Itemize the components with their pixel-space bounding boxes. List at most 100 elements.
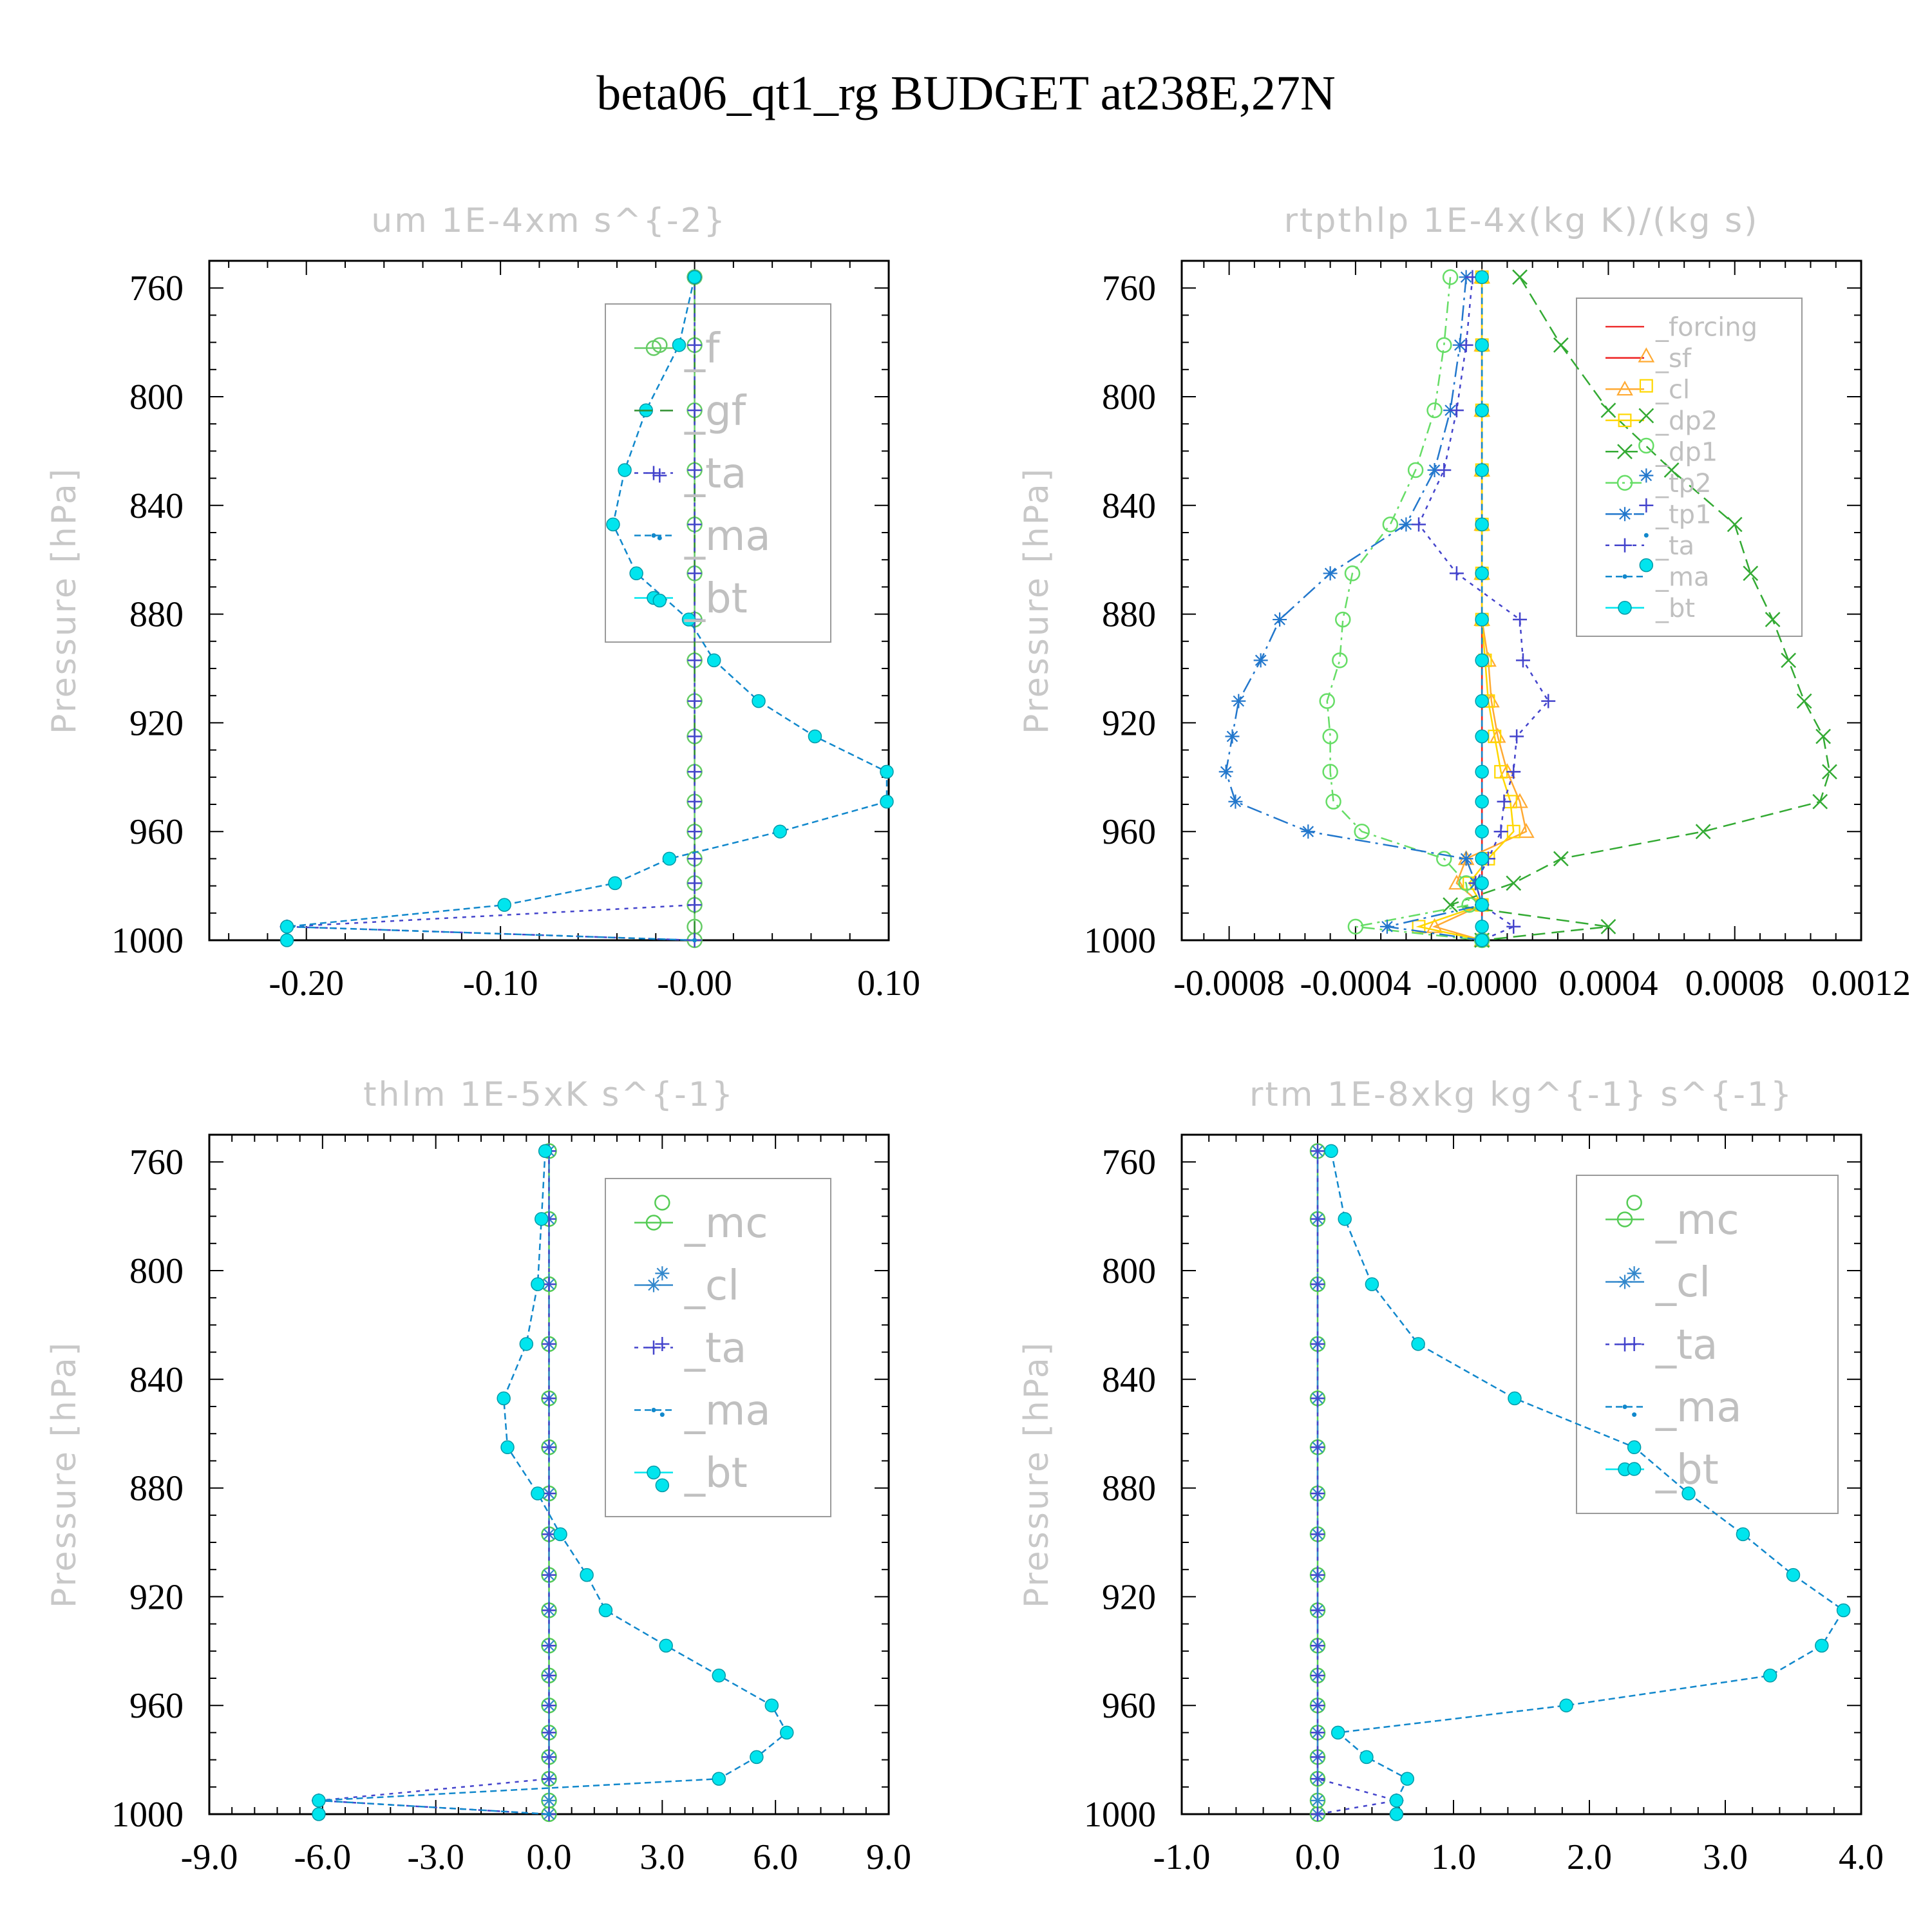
data-point <box>687 794 702 809</box>
plot-frame <box>208 260 890 942</box>
legend-label: _ta <box>684 450 746 498</box>
data-point <box>542 1668 556 1683</box>
data-point <box>1506 919 1521 934</box>
data-point <box>542 1793 556 1808</box>
y-tick-label: 920 <box>1102 703 1156 743</box>
data-point <box>542 1725 556 1740</box>
data-point <box>1311 1391 1325 1406</box>
data-point <box>542 1698 556 1713</box>
series-line <box>1326 277 1482 942</box>
data-point <box>1459 851 1473 866</box>
x-tick-label: -9.0 <box>181 1837 238 1877</box>
data-point <box>687 898 702 913</box>
data-point <box>1497 794 1511 809</box>
x-tick-label: -0.0008 <box>1173 963 1285 1003</box>
data-point <box>606 517 620 532</box>
y-tick-label: 960 <box>1102 812 1156 852</box>
plot-frame <box>1180 1133 1862 1815</box>
data-point <box>1382 516 1399 533</box>
chart-panel-4: rtm 1E-8xkg kg^{-1} s^{-1} Pressure [hPa]… <box>1018 1075 1884 1877</box>
legend-label: _dp1 <box>1655 437 1718 467</box>
series-ta <box>1412 270 1556 947</box>
data-point <box>1475 403 1489 417</box>
data-point <box>1822 764 1837 780</box>
data-point <box>780 1725 794 1740</box>
data-point <box>1513 612 1528 627</box>
panel-title: rtm 1E-8xkg kg^{-1} s^{-1} <box>1249 1075 1794 1114</box>
series-ta <box>279 270 702 947</box>
series-dp1 <box>1443 269 1837 948</box>
legend-overlap-marker <box>1639 498 1654 513</box>
data-point <box>659 1638 673 1653</box>
legend-label: _ta <box>1655 531 1694 561</box>
y-tick-label: 920 <box>129 703 184 743</box>
data-point <box>538 1144 553 1159</box>
series-line <box>1330 1151 1845 1814</box>
legend-marker <box>647 1340 661 1355</box>
x-tick-label: 0.0012 <box>1812 963 1911 1003</box>
data-point <box>1347 918 1364 935</box>
data-point <box>1311 1527 1325 1542</box>
data-point <box>1836 1603 1851 1618</box>
legend-label: _bt <box>684 1450 748 1497</box>
data-point <box>1815 1638 1829 1653</box>
series-line <box>1316 1151 1397 1815</box>
legend-marker <box>647 466 661 480</box>
legend-overlap-marker <box>657 535 662 540</box>
legend-label: _cl <box>1655 375 1690 404</box>
data-point <box>706 653 721 668</box>
legend-marker <box>1618 601 1632 615</box>
data-point <box>1253 653 1268 668</box>
legend-marker <box>1617 444 1633 460</box>
legend-overlap-marker <box>1626 1195 1642 1211</box>
data-point <box>1332 652 1348 668</box>
series-bt <box>279 270 894 947</box>
data-point <box>687 653 702 668</box>
data-point <box>1475 463 1489 477</box>
y-tick-label: 1000 <box>1084 921 1156 961</box>
data-point <box>1311 1793 1325 1808</box>
y-tick-label: 800 <box>129 377 184 417</box>
data-point <box>1475 694 1489 708</box>
data-point <box>1449 566 1464 581</box>
legend-label: _tp2 <box>1655 469 1712 498</box>
legend-overlap-marker <box>655 1478 670 1493</box>
legend-overlap-marker <box>655 1266 670 1281</box>
legend-marker <box>647 1278 661 1293</box>
data-point <box>1354 823 1370 840</box>
y-axis-label: Pressure [hPa] <box>45 1341 84 1608</box>
y-tick-label: 960 <box>1102 1686 1156 1726</box>
data-point <box>1517 822 1535 838</box>
data-point <box>1324 1144 1338 1159</box>
data-point <box>1727 516 1743 533</box>
data-point <box>1311 1603 1325 1618</box>
data-point <box>1323 566 1338 581</box>
data-point <box>712 1772 726 1786</box>
data-point <box>1359 1750 1374 1765</box>
data-point <box>1325 793 1341 810</box>
series-bt <box>312 1144 794 1821</box>
x-tick-label: -1.0 <box>1153 1837 1211 1877</box>
data-point <box>681 612 696 627</box>
legend-overlap-marker <box>652 468 667 483</box>
data-point <box>687 824 702 839</box>
data-point <box>1475 824 1489 838</box>
y-tick-label: 960 <box>129 1686 184 1726</box>
x-tick-label: 3.0 <box>1703 1837 1748 1877</box>
data-point <box>629 566 643 581</box>
legend-overlap-marker <box>1627 1266 1642 1281</box>
data-point <box>1331 1725 1345 1740</box>
legend-marker <box>1616 380 1633 396</box>
y-tick-label: 760 <box>1102 1142 1156 1182</box>
x-tick-label: -0.0000 <box>1426 963 1538 1003</box>
data-point <box>1512 269 1528 285</box>
data-point <box>687 270 702 285</box>
legend-label: _bt <box>684 575 748 623</box>
data-point <box>1559 1698 1573 1712</box>
legend-overlap-marker <box>1638 347 1655 363</box>
x-tick-label: -0.10 <box>463 963 538 1003</box>
y-tick-label: 880 <box>1102 1469 1156 1509</box>
x-tick-label: 0.0 <box>527 1837 572 1877</box>
series-bt <box>1324 1144 1851 1821</box>
